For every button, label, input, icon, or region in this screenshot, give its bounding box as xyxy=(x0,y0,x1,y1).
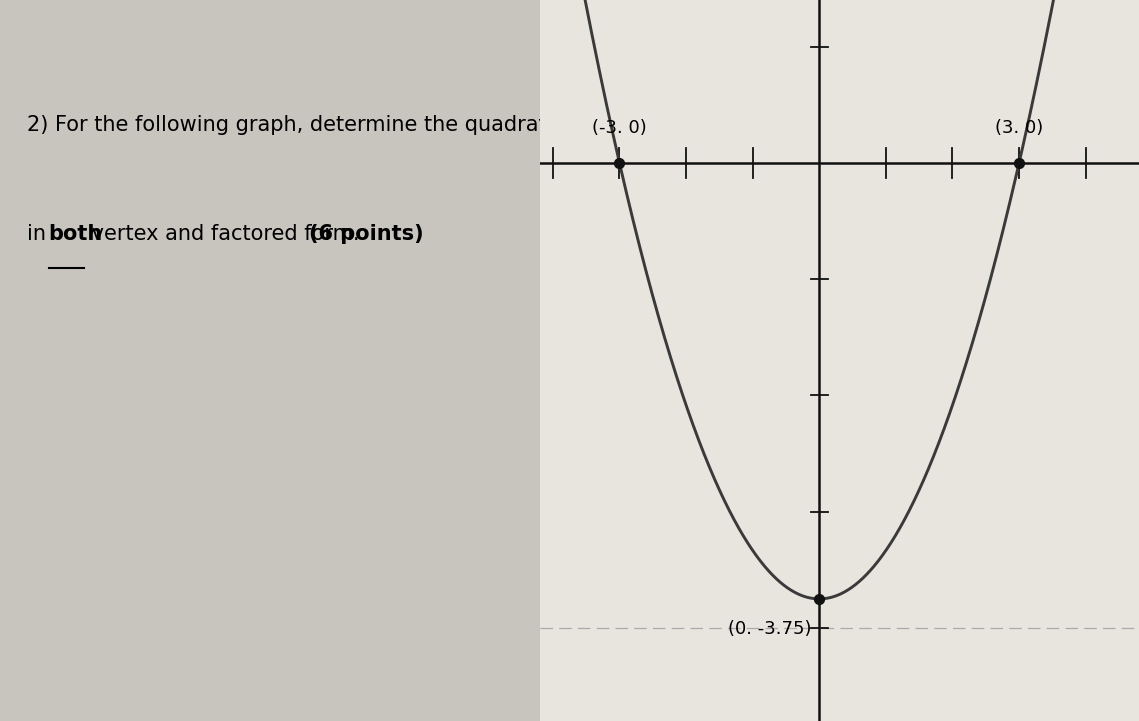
Point xyxy=(611,157,629,169)
Text: vertex and factored form.: vertex and factored form. xyxy=(84,224,366,244)
Text: (3. 0): (3. 0) xyxy=(995,119,1043,137)
Text: (-3. 0): (-3. 0) xyxy=(592,119,647,137)
Text: (0. -3.75): (0. -3.75) xyxy=(728,620,811,638)
Point xyxy=(1010,157,1029,169)
Text: in: in xyxy=(27,224,52,244)
Text: both: both xyxy=(49,224,103,244)
Text: (6 points): (6 points) xyxy=(309,224,424,244)
Point xyxy=(810,593,828,605)
Text: 2) For the following graph, determine the quadratic function: 2) For the following graph, determine th… xyxy=(27,115,656,136)
